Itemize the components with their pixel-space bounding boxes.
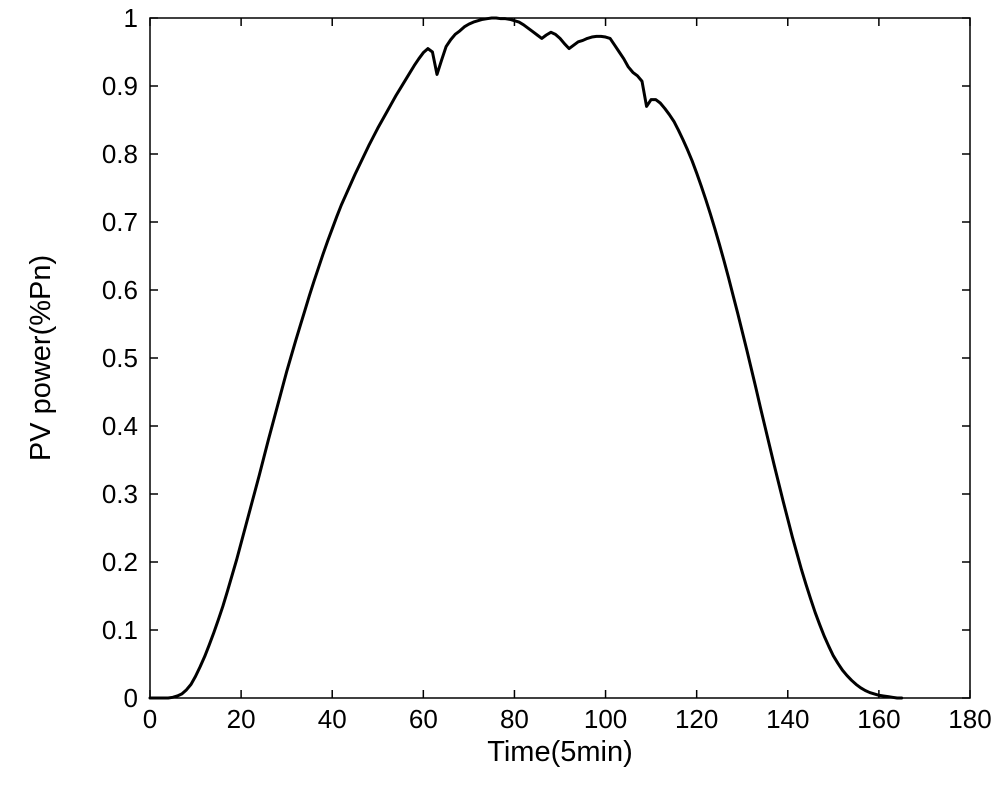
- plot-box: [150, 18, 970, 698]
- y-tick-label: 0.9: [102, 71, 138, 101]
- y-tick-label: 0.8: [102, 139, 138, 169]
- y-tick-label: 0: [124, 683, 138, 713]
- y-tick-label: 0.5: [102, 343, 138, 373]
- chart-container: 0 20 40 60 80 100 120 140 160 180 0 0.1 0.2 0.3 0.4 0.5…: [0, 0, 1000, 785]
- x-tick-label: 120: [675, 704, 718, 734]
- y-tick-label: 0.4: [102, 411, 138, 441]
- y-tick-label: 0.6: [102, 275, 138, 305]
- y-tick-label: 1: [124, 3, 138, 33]
- pv-power-series: [150, 18, 902, 698]
- pv-power-chart: 0 20 40 60 80 100 120 140 160 180 0 0.1 0.2 0.3 0.4 0.5…: [0, 0, 1000, 785]
- x-tick-label: 160: [857, 704, 900, 734]
- x-tick-label: 40: [318, 704, 347, 734]
- x-tick-label: 80: [500, 704, 529, 734]
- y-axis-label: PV power(%Pn): [25, 255, 57, 461]
- x-tick-label: 60: [409, 704, 438, 734]
- x-tick-label: 0: [143, 704, 157, 734]
- x-tick-label: 100: [584, 704, 627, 734]
- y-tick-label: 0.1: [102, 615, 138, 645]
- x-tick-label: 140: [766, 704, 809, 734]
- x-axis-label: Time(5min): [487, 736, 633, 768]
- y-tick-label: 0.3: [102, 479, 138, 509]
- x-tick-label: 20: [227, 704, 256, 734]
- x-tick-label: 180: [948, 704, 991, 734]
- y-tick-label: 0.2: [102, 547, 138, 577]
- y-tick-label: 0.7: [102, 207, 138, 237]
